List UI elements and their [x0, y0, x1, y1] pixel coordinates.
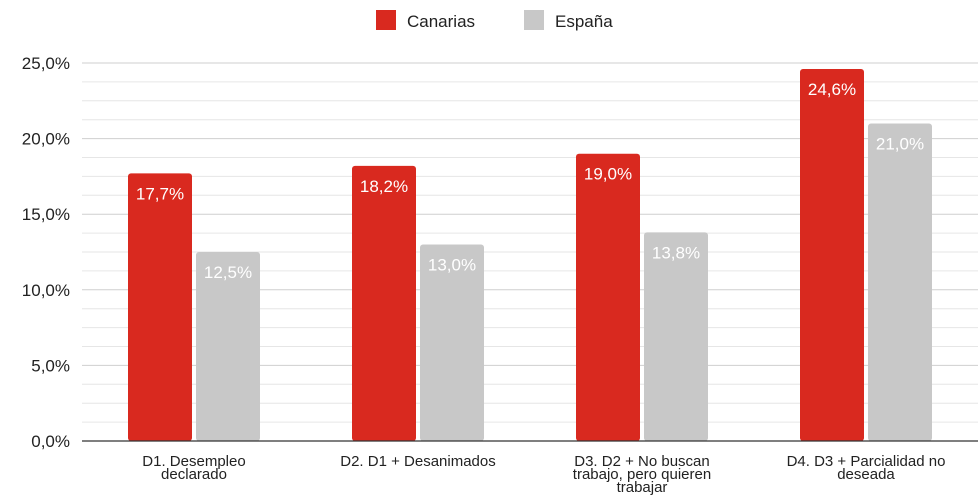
x-axis: D1. Desempleo declarado D2. D1 + Desanimad…	[82, 440, 978, 496]
data-label: 21,0%	[876, 134, 924, 153]
x-category-label: D4. D3 + Parcialidad no deseada	[787, 453, 946, 483]
data-label: 18,2%	[360, 177, 408, 196]
bar-canarias-4	[800, 69, 864, 441]
y-tick-label: 25,0%	[22, 54, 70, 73]
bar-espa-a-4	[868, 123, 932, 441]
bar-canarias-3	[576, 153, 640, 441]
y-tick-label: 20,0%	[22, 130, 70, 149]
data-label: 12,5%	[204, 263, 252, 282]
x-category-label: D1. Desempleo declarado	[142, 453, 245, 483]
legend: Canarias España	[376, 10, 613, 31]
legend-label: Canarias	[407, 12, 475, 31]
legend-swatch	[376, 10, 396, 30]
legend-swatch	[524, 10, 544, 30]
y-tick-label: 15,0%	[22, 205, 70, 224]
data-label: 13,0%	[428, 255, 476, 274]
bar-espa-a-1	[196, 252, 260, 441]
x-category-label: D2. D1 + Desanimados	[340, 453, 496, 470]
legend-label: España	[555, 12, 613, 31]
y-tick-label: 0,0%	[31, 432, 70, 451]
data-label: 19,0%	[584, 165, 632, 184]
bar-canarias-2	[352, 165, 416, 442]
bar-canarias-1	[128, 173, 192, 441]
bar-espa-a-2	[420, 244, 484, 441]
bar-espa-a-3	[644, 232, 708, 441]
data-label: 13,8%	[652, 243, 700, 262]
x-category-label: D3. D2 + No buscan trabajo, pero quieren t…	[573, 453, 711, 496]
y-tick-label: 5,0%	[31, 356, 70, 375]
data-label: 24,6%	[808, 80, 856, 99]
data-label: 17,7%	[136, 184, 184, 203]
y-axis: 0,0% 5,0% 10,0% 15,0% 20,0% 25,0%	[22, 54, 70, 451]
bars: 17,7% 18,2% 19,0% 24,6% 12,5% 13,0% 13,8% 21,0%	[128, 69, 932, 442]
y-tick-label: 10,0%	[22, 281, 70, 300]
